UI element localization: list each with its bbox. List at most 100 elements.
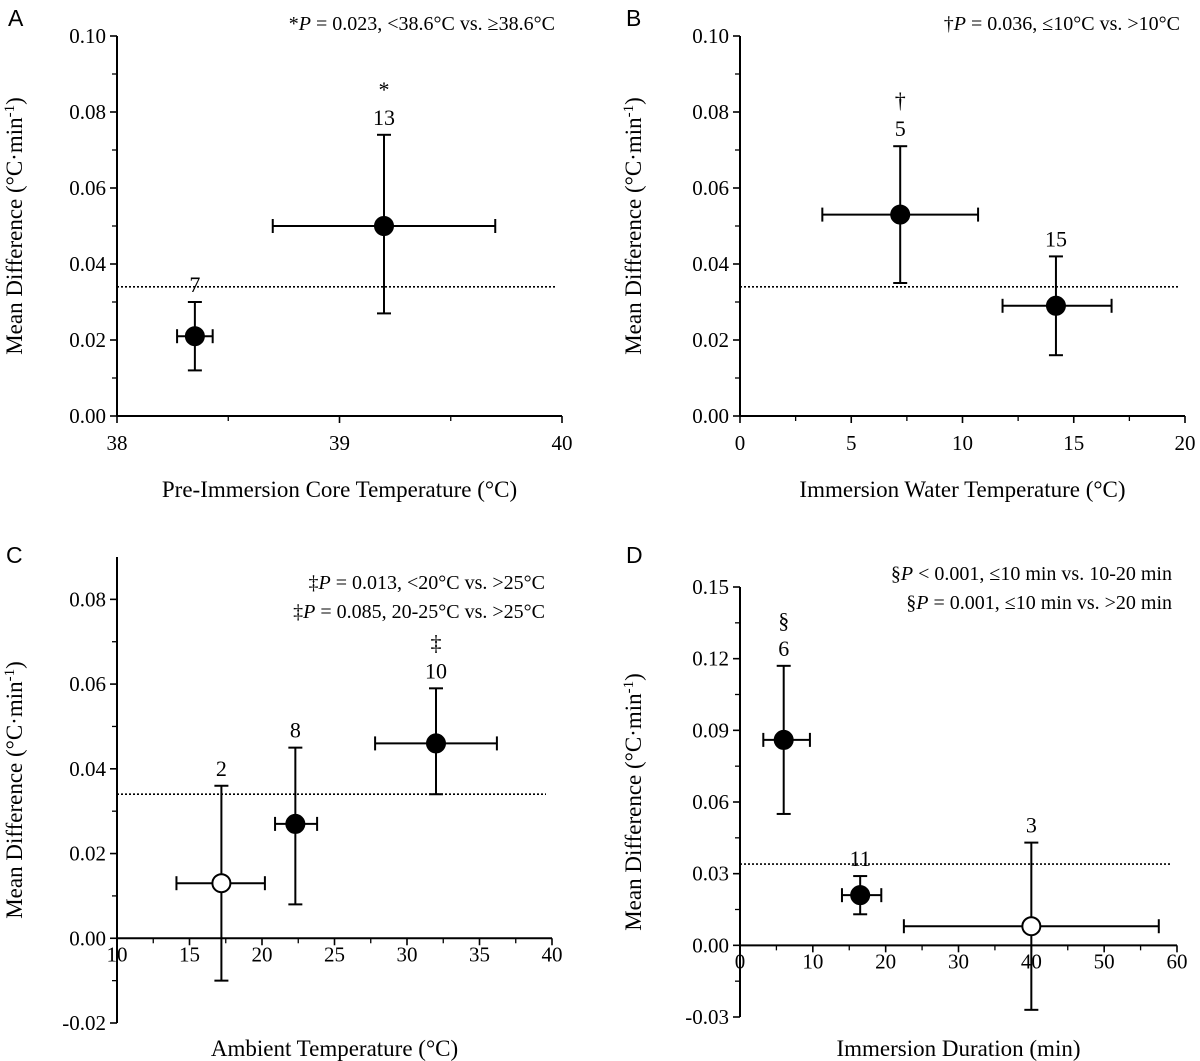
open-data-point xyxy=(1021,916,1042,937)
x-tick-label: 0 xyxy=(735,431,746,455)
y-tick-label: 0.06 xyxy=(692,176,729,200)
filled-data-point xyxy=(773,729,794,750)
y-tick-label: 0.00 xyxy=(69,404,106,428)
p-value-p: P xyxy=(915,592,928,614)
p-value-text: = 0.013, <20°C vs. >25°C xyxy=(331,572,545,594)
y-tick-label: 0.00 xyxy=(69,926,106,950)
x-tick-label: 10 xyxy=(107,942,128,966)
p-value-note: §P = 0.001, ≤10 min vs. >20 min xyxy=(906,592,1172,614)
filled-data-point xyxy=(285,813,306,834)
p-value-note: ‡P = 0.013, <20°C vs. >25°C xyxy=(308,572,545,594)
p-value-note: §P < 0.001, ≤10 min vs. 10-20 min xyxy=(891,563,1172,585)
p-value-p: P xyxy=(953,13,966,35)
filled-data-point xyxy=(184,326,205,347)
y-axis-title: Mean Difference (°C·min-1) xyxy=(2,661,27,919)
data-point-group: 10 ‡ xyxy=(374,630,498,796)
panel-letter: C xyxy=(6,542,23,568)
p-value-text: = 0.036, ≤10°C vs. >10°C xyxy=(966,13,1180,35)
y-axis-title: Mean Difference (°C·min-1) xyxy=(2,97,27,355)
x-tick-label: 15 xyxy=(179,942,200,966)
significance-symbol: † xyxy=(895,88,906,113)
y-tick-label: -0.02 xyxy=(62,1011,106,1035)
x-tick-label: 38 xyxy=(107,431,128,455)
x-tick-label: 10 xyxy=(802,949,823,973)
filled-data-point xyxy=(374,216,394,236)
p-value-text: = 0.085, 20-25°C vs. >25°C xyxy=(315,601,545,623)
filled-data-point xyxy=(850,885,871,906)
y-tick-label: 0.08 xyxy=(692,100,729,124)
y-tick-label: 0.00 xyxy=(692,933,729,957)
data-point-group: 2 xyxy=(175,756,266,982)
y-axis-title-superscript: -1 xyxy=(2,105,18,118)
panel-c: C -0.02 0.00 0.02 0.04 0.06 0.08 10 15 20 25 30 35 40… xyxy=(2,542,563,1061)
x-tick-label: 40 xyxy=(552,431,573,455)
p-value-p: P xyxy=(317,572,330,594)
x-tick-label: 40 xyxy=(542,942,563,966)
p-value-symbol: ‡ xyxy=(308,572,318,594)
y-tick-label: 0.02 xyxy=(69,328,106,352)
y-tick-label: -0.03 xyxy=(685,1005,729,1029)
filled-data-point xyxy=(890,204,911,225)
p-value-note: †P = 0.036, ≤10°C vs. >10°C xyxy=(944,13,1180,35)
x-axis-title: Immersion Duration (min) xyxy=(836,1036,1080,1061)
y-tick-label: 0.02 xyxy=(692,328,729,352)
filled-data-point xyxy=(1045,295,1066,316)
x-tick-label: 5 xyxy=(846,431,857,455)
panel-b: B 0.00 0.02 0.04 0.06 0.08 0.10 0 5 10 15 20 Immersi… xyxy=(621,5,1196,502)
x-tick-label: 39 xyxy=(329,431,350,455)
x-tick-label: 35 xyxy=(469,942,490,966)
p-value-text: = 0.001, ≤10 min vs. >20 min xyxy=(928,592,1172,614)
y-axis-title-superscript: -1 xyxy=(2,669,18,682)
y-tick-label: 0.08 xyxy=(69,100,106,124)
y-axis-title-close: ) xyxy=(621,97,646,105)
p-value-text: = 0.023, <38.6°C vs. ≥38.6°C xyxy=(311,13,555,35)
y-axis-title-main: Mean Difference (°C·min xyxy=(621,693,646,931)
p-value-symbol: ‡ xyxy=(293,601,303,623)
x-axis-title: Immersion Water Temperature (°C) xyxy=(799,477,1125,502)
filled-data-point xyxy=(426,733,446,754)
panel-a: A 0.00 0.02 0.04 0.06 0.08 0.10 38 39 40 Pre-Immer… xyxy=(2,5,573,502)
p-value-note: *P = 0.023, <38.6°C vs. ≥38.6°C xyxy=(289,13,555,35)
y-axis-title: Mean Difference (°C·min-1) xyxy=(621,97,646,355)
p-value-note: ‡P = 0.085, 20-25°C vs. >25°C xyxy=(293,601,545,623)
x-tick-label: 20 xyxy=(875,949,896,973)
x-tick-label: 15 xyxy=(1063,431,1084,455)
p-value-symbol: * xyxy=(289,13,299,35)
x-tick-label: 20 xyxy=(1175,431,1196,455)
sample-size-label: 7 xyxy=(189,272,200,297)
sample-size-label: 11 xyxy=(850,846,871,871)
y-tick-label: 0.08 xyxy=(69,587,106,611)
x-tick-label: 0 xyxy=(735,949,746,973)
significance-symbol: ‡ xyxy=(431,630,442,655)
x-tick-label: 30 xyxy=(397,942,418,966)
data-point-group: 13 * xyxy=(271,77,497,315)
data-point-group: 11 xyxy=(840,846,883,916)
x-axis-title: Pre-Immersion Core Temperature (°C) xyxy=(162,477,517,502)
y-tick-label: 0.10 xyxy=(69,24,106,48)
data-point-group: 15 xyxy=(1001,226,1113,357)
sample-size-label: 15 xyxy=(1045,226,1067,251)
sample-size-label: 10 xyxy=(425,658,447,683)
x-tick-label: 25 xyxy=(324,942,345,966)
panel-letter: A xyxy=(8,5,24,31)
sample-size-label: 2 xyxy=(216,756,227,781)
significance-symbol: * xyxy=(379,77,390,102)
x-tick-label: 30 xyxy=(948,949,969,973)
sample-size-label: 3 xyxy=(1026,813,1037,838)
sample-size-label: 13 xyxy=(373,105,395,130)
y-tick-label: 0.09 xyxy=(692,718,729,742)
y-tick-label: 0.06 xyxy=(692,790,729,814)
y-tick-label: 0.12 xyxy=(692,647,729,671)
y-tick-label: 0.04 xyxy=(69,252,106,276)
y-axis-title-main: Mean Difference (°C·min xyxy=(2,681,27,919)
y-tick-label: 0.02 xyxy=(69,842,106,866)
x-tick-label: 10 xyxy=(952,431,973,455)
y-axis-title-close: ) xyxy=(2,661,27,669)
p-value-text: < 0.001, ≤10 min vs. 10-20 min xyxy=(913,563,1172,585)
p-value-symbol: § xyxy=(906,592,916,614)
y-tick-label: 0.03 xyxy=(692,862,729,886)
y-axis-title-main: Mean Difference (°C·min xyxy=(2,117,27,355)
panel-d: D-0.030.000.030.060.090.120.150 10 20 30 40 5… xyxy=(621,542,1188,1061)
p-value-p: P xyxy=(302,601,315,623)
y-tick-label: 0.04 xyxy=(69,757,106,781)
